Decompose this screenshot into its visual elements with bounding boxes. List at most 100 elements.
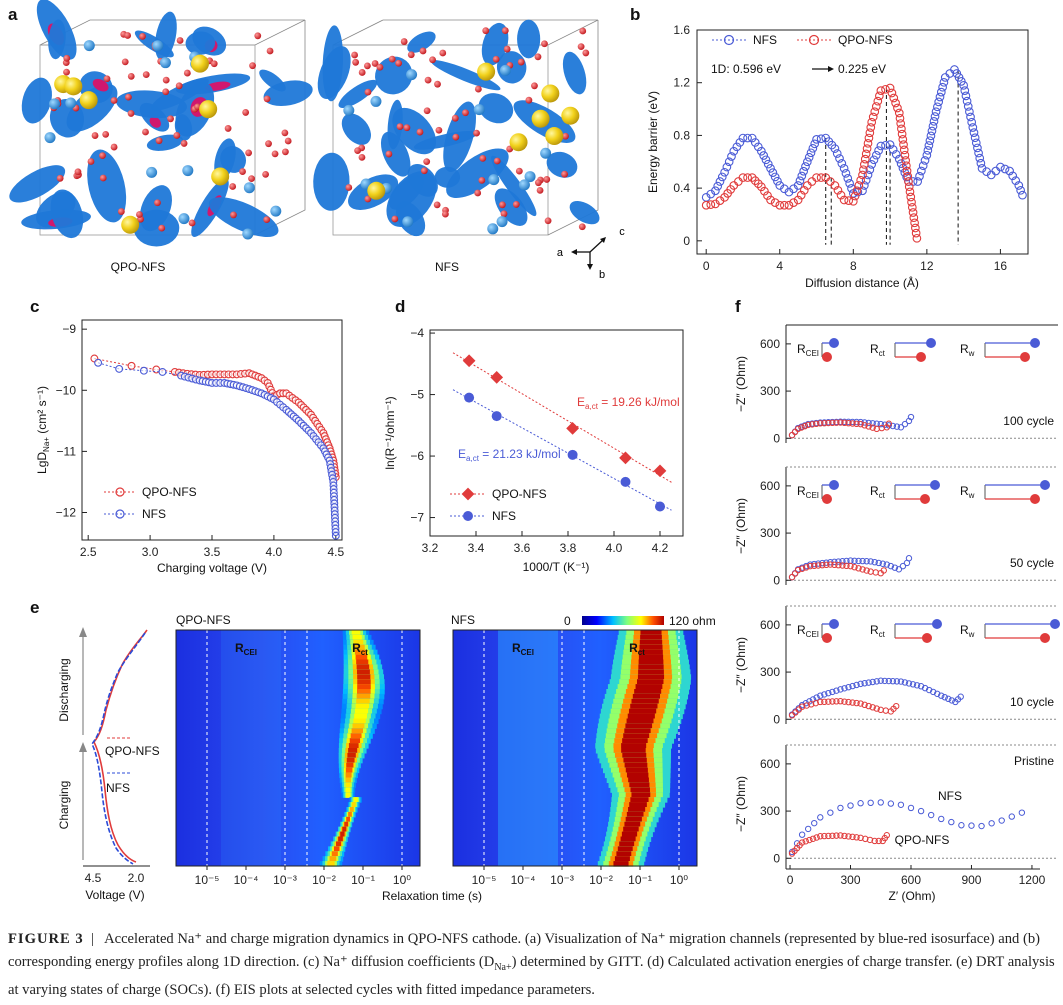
atom-o [492, 55, 500, 63]
axes-triad: a b c [557, 226, 625, 281]
eis-point [905, 555, 913, 562]
atom-o [63, 54, 71, 62]
eis-point [869, 420, 876, 427]
eis-point [845, 698, 852, 706]
plot-b-point-nfs [925, 136, 935, 146]
plot-b-point-qpo [816, 173, 826, 182]
eis-point [837, 804, 844, 812]
plot-c-xtick-label: 3.5 [204, 545, 221, 559]
plot-b-point-qpo [856, 175, 866, 185]
eis-point [1018, 809, 1026, 816]
plot-d-point-nfs [491, 411, 502, 422]
eis-point [843, 557, 850, 565]
eis-subplot: 0 300 600 −Z″ (Ohm) 100 cycle RCEI Rct Rw [734, 324, 1058, 445]
plot-b-point-nfs [797, 171, 807, 181]
eis-point [925, 686, 933, 694]
eis-point [808, 701, 815, 708]
isosurface [185, 31, 216, 55]
plot-b-point-nfs [865, 165, 875, 175]
plot-b-point-nfs [1014, 181, 1024, 190]
plot-d-point-qpo [462, 354, 476, 368]
eis-point [877, 420, 884, 428]
plot-b-point-nfs [888, 145, 898, 154]
plot-b-point-nfs [885, 140, 895, 149]
circuit-nfs-dot [1040, 480, 1050, 490]
heatmap-rct-cell [346, 762, 354, 769]
atom-fe [242, 228, 254, 240]
volt-tick-1: 4.5 [85, 871, 102, 885]
eis-point [835, 561, 842, 569]
eis-point [871, 837, 878, 845]
plot-b-point-nfs [930, 112, 940, 121]
eis-point [869, 678, 876, 686]
plot-b-point-nfs [795, 176, 805, 186]
eis-point [825, 689, 832, 697]
plot-b-point-qpo [887, 88, 897, 98]
atom-o [351, 51, 359, 59]
heatmap-rct-cell [351, 802, 356, 808]
voltage-curve-nfs [91, 632, 146, 865]
eis-point [872, 569, 879, 576]
atom-o [403, 124, 411, 132]
isosurface [386, 171, 437, 227]
eis-xtick-label: 0 [787, 873, 794, 887]
plot-b-point-qpo [863, 138, 873, 148]
isosurface [9, 165, 66, 203]
circuit-qpo-dot [822, 352, 832, 362]
plot-c-point [115, 364, 124, 373]
atom-o [358, 153, 366, 161]
plot-b-point-nfs [863, 170, 873, 180]
isosurface [517, 19, 541, 59]
plot-c-point [331, 531, 340, 540]
isosurface [259, 69, 286, 92]
plot-b-ylabel: Energy barrier (eV) [646, 91, 660, 193]
heatmap-rct-cell [356, 693, 371, 700]
atom-o [420, 167, 428, 175]
eis-point [882, 707, 889, 714]
atom-o [99, 174, 107, 182]
plot-b-point-nfs [1011, 176, 1021, 186]
plot-b-point-qpo [875, 91, 884, 101]
atom-o [501, 27, 509, 34]
plot-b-point-nfs [747, 133, 757, 143]
plot-b-point-nfs [738, 133, 748, 143]
eis-point [845, 833, 852, 840]
heatmap-rcei-band [221, 630, 281, 866]
eis-point [857, 800, 864, 807]
circuit-nfs-dot [1030, 338, 1040, 348]
plot-b-point-nfs [920, 156, 930, 165]
heatmap-rct-cell [354, 644, 365, 651]
eis-point [859, 566, 866, 573]
fit-label-nfs: Ea,ct = 21.23 kJ/mol [458, 447, 561, 463]
eis-ytick-label: 300 [760, 526, 780, 540]
plot-b-point-qpo [844, 196, 854, 205]
circuit-nfs-dot [930, 480, 940, 490]
plot-b-point-nfs [935, 92, 945, 102]
plot-c-xtick-label: 4.0 [266, 545, 283, 559]
circuit-label: RCEI [797, 342, 819, 358]
eis-ytick-label: 600 [760, 757, 780, 771]
legend-d-nfs: NFS [492, 509, 516, 523]
isosurface [338, 79, 378, 108]
isosurface [375, 56, 413, 95]
plot-b-point-qpo [899, 140, 908, 149]
legend-c-qpo: QPO-NFS [142, 485, 197, 499]
circuit-label: RCEI [797, 484, 819, 500]
eis-point [1008, 813, 1015, 820]
eis-ytick-label: 0 [773, 712, 780, 726]
plot-e-xtick-label: 10⁻⁴ [511, 873, 536, 887]
heatmap-rct-cell [628, 807, 646, 813]
plot-b-point-qpo [907, 202, 917, 212]
eis-point [901, 679, 909, 686]
circuit-label: Rw [960, 623, 975, 639]
caption-figure-number: FIGURE 3 [8, 931, 84, 947]
atom-o [354, 147, 362, 155]
plot-c-xtick-label: 4.5 [327, 545, 344, 559]
heatmap-rct-cell [631, 698, 659, 705]
plot-b-point-qpo [891, 98, 900, 108]
eis-point [804, 421, 812, 429]
heatmap-rct-cell [350, 807, 354, 813]
eis-point [841, 832, 848, 840]
circuit-nfs-dot [926, 338, 936, 348]
plot-b-point-qpo [760, 186, 769, 196]
